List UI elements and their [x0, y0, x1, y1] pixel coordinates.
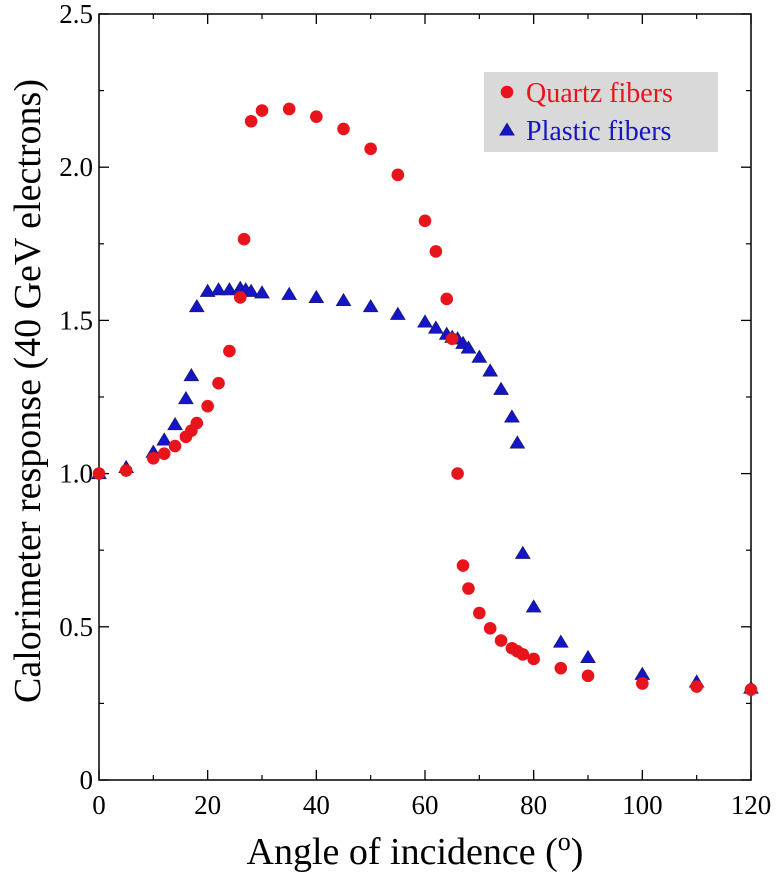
quartz-data-point [494, 634, 508, 647]
quartz-data-point [418, 214, 432, 228]
y-tick-label: 0.5 [59, 612, 93, 642]
plastic-data-point [281, 286, 298, 300]
x-tick-label: 20 [194, 790, 221, 820]
quartz-data-point [223, 344, 236, 358]
plastic-data-point [552, 634, 569, 648]
quartz-data-point [451, 467, 464, 480]
quartz-data-point [92, 467, 106, 480]
series-plastic-fibers [91, 280, 759, 694]
plastic-data-point [509, 435, 526, 449]
quartz-data-point [233, 291, 247, 304]
quartz-data-point [157, 447, 171, 460]
y-tick-label: 1.5 [59, 305, 93, 335]
x-tick-label: 100 [622, 790, 663, 820]
plastic-data-point [482, 363, 499, 377]
legend-triangle-icon [499, 122, 515, 136]
plastic-data-point [308, 289, 325, 303]
x-tick-label: 120 [731, 790, 772, 820]
x-tick-label: 60 [412, 790, 439, 820]
quartz-data-point [201, 399, 214, 413]
plastic-data-point [210, 282, 227, 296]
plastic-data-point [178, 390, 194, 405]
plastic-data-point [580, 649, 596, 663]
plastic-data-point [471, 349, 488, 363]
plastic-data-point [362, 299, 379, 313]
x-tick-label: 0 [92, 790, 106, 820]
quartz-data-point [244, 114, 258, 128]
quartz-data-point [282, 102, 296, 116]
legend-circle-icon [500, 85, 514, 99]
plastic-data-point [254, 285, 270, 299]
plastic-data-point [417, 314, 433, 328]
quartz-data-point [212, 376, 225, 390]
plastic-data-point [156, 432, 173, 446]
plastic-data-point [183, 367, 200, 382]
quartz-data-point [119, 464, 133, 477]
y-tick-label: 2.5 [59, 0, 93, 29]
plastic-data-point [167, 416, 183, 431]
y-tick-label: 2.0 [59, 152, 93, 182]
quartz-data-point [456, 559, 470, 572]
quartz-data-point [445, 332, 459, 346]
legend-label-plastic: Plastic fibers [526, 116, 671, 147]
quartz-data-point [190, 416, 204, 430]
plastic-data-point [199, 283, 216, 297]
quartz-data-point [310, 110, 323, 123]
legend-label-quartz: Quartz fibers [526, 78, 673, 109]
plastic-data-point [243, 283, 260, 297]
quartz-data-point [744, 683, 758, 696]
plastic-data-point [525, 599, 542, 613]
quartz-data-point [391, 168, 405, 182]
quartz-data-point [440, 292, 454, 306]
quartz-data-point [581, 669, 595, 683]
x-tick-label: 40 [303, 790, 330, 820]
quartz-data-point [147, 451, 160, 465]
y-tick-label: 1.0 [59, 459, 93, 489]
quartz-data-point [554, 661, 568, 675]
quartz-data-point [483, 622, 497, 635]
series-quartz-fibers [92, 102, 758, 696]
quartz-data-point [462, 582, 475, 595]
quartz-data-point [337, 122, 350, 136]
quartz-data-point [690, 680, 703, 693]
legend-box [484, 72, 718, 152]
plastic-data-point [188, 299, 205, 313]
quartz-data-point [255, 104, 269, 117]
quartz-data-point [237, 232, 251, 246]
quartz-data-point [364, 142, 377, 156]
plastic-data-point [221, 282, 238, 296]
quartz-data-point [527, 652, 540, 666]
quartz-data-point [473, 606, 486, 620]
x-axis-label: Angle of incidence (o) [247, 827, 584, 873]
quartz-data-point [516, 648, 530, 661]
x-tick-label: 80 [520, 790, 547, 820]
quartz-data-point [429, 245, 443, 258]
plastic-data-point [335, 292, 352, 307]
plastic-data-point [514, 545, 531, 559]
quartz-data-point [168, 439, 182, 453]
plastic-data-point [493, 381, 509, 395]
y-tick-label: 0 [80, 765, 94, 795]
quartz-data-point [636, 677, 649, 690]
y-axis-label: Calorimeter response (40 GeV electrons) [7, 79, 49, 703]
plastic-data-point [460, 340, 477, 354]
plastic-data-point [504, 409, 520, 423]
plastic-data-point [427, 320, 444, 334]
plastic-data-point [389, 306, 406, 320]
